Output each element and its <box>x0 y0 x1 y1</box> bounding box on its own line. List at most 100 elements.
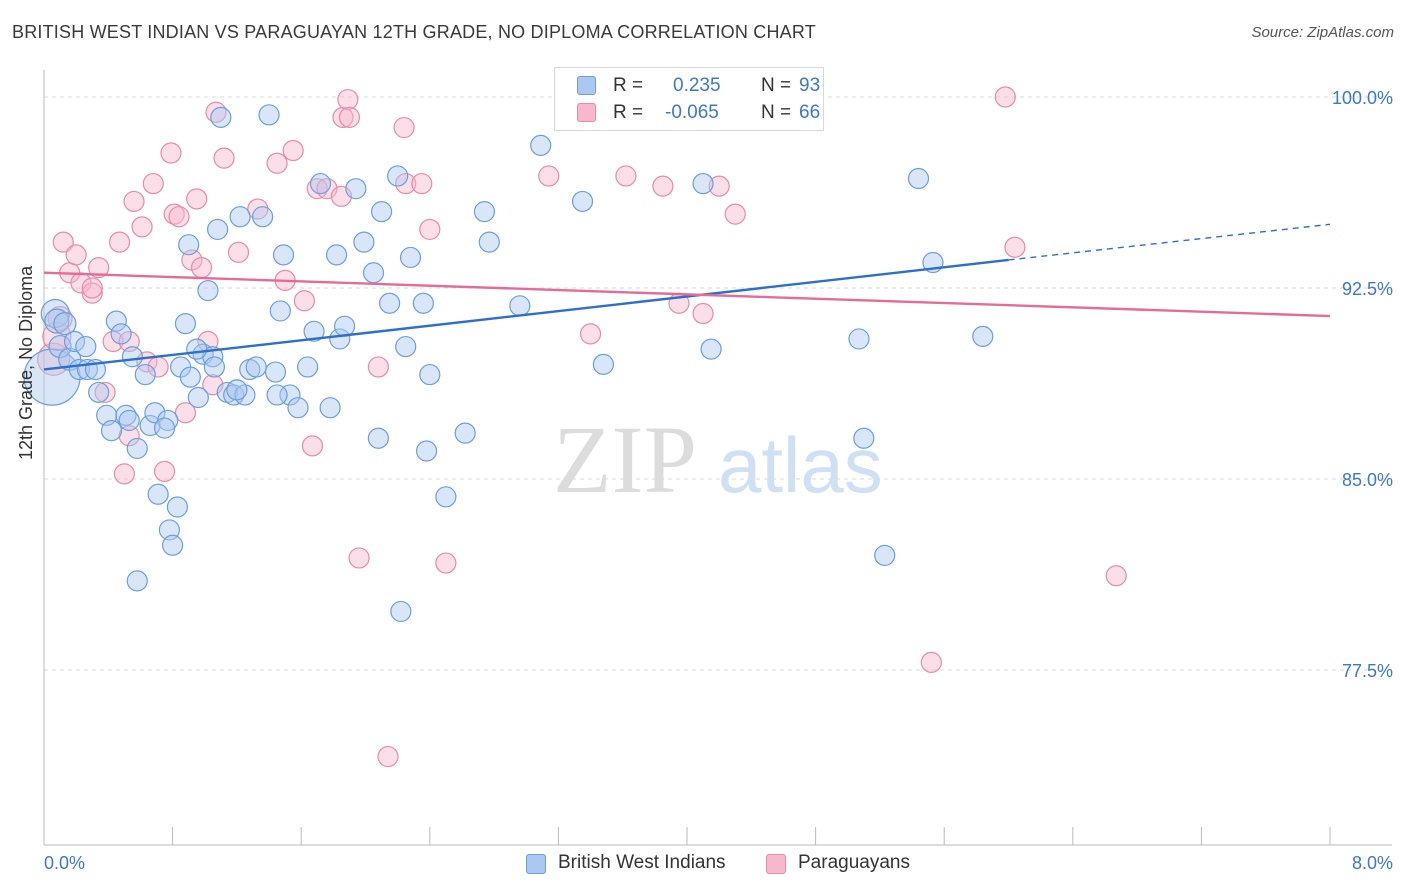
stats-n-value: 66 <box>799 102 821 123</box>
british-west-indians-point <box>229 206 251 228</box>
british-west-indians-point <box>153 417 176 439</box>
british-west-indians-point <box>395 335 417 358</box>
paraguayans-point <box>377 745 399 768</box>
british-west-indians-point <box>473 201 496 223</box>
paraguayans-point <box>88 257 110 279</box>
british-west-indians-point <box>700 338 722 360</box>
tick-labels: 77.5% 85.0% 92.5% 100.0% 0.0% 8.0% <box>44 88 1393 873</box>
british-west-indians-point <box>178 234 200 256</box>
paraguayans-point <box>153 460 176 482</box>
british-west-indians-point <box>88 381 110 404</box>
paraguayans-point <box>142 172 164 195</box>
paraguayans-point <box>332 106 354 128</box>
british-west-indians-point <box>972 325 994 347</box>
british-west-indians-point <box>399 246 422 269</box>
x-tick-label-min: 0.0% <box>44 853 85 873</box>
paraguayans-point <box>367 356 389 378</box>
british-west-indians-point <box>334 315 356 337</box>
british-west-indians-point <box>252 206 274 228</box>
paraguayans-point <box>338 106 361 128</box>
stats-box: R = 0.235 N = 93 R = -0.065 N = 66 <box>554 67 824 131</box>
paraguayans-point <box>395 172 417 195</box>
british-west-indians-point <box>907 167 930 190</box>
y-tick-label: 85.0% <box>1342 470 1393 490</box>
british-west-indians-point <box>367 427 389 449</box>
paraguayans-point <box>920 651 942 673</box>
british-west-indians-point <box>362 262 385 284</box>
stats-r-label: R = <box>613 75 644 96</box>
british-west-indians-point <box>134 363 156 386</box>
british-west-indians-point <box>353 231 375 253</box>
paraguayans-point <box>266 152 288 174</box>
british-west-indians-point <box>203 356 225 378</box>
british-west-indians-point <box>48 334 72 359</box>
british-west-indians-point <box>390 600 412 623</box>
paraguayans-point <box>52 231 74 253</box>
paraguayans-point <box>160 142 182 164</box>
legend-swatch-blue <box>526 854 546 874</box>
paraguayans-point <box>168 206 190 228</box>
british-west-indians-point <box>147 483 169 505</box>
paraguayans-trend-line <box>43 271 1331 318</box>
paraguayans-point <box>102 330 124 353</box>
british-west-indians-point <box>345 178 367 200</box>
british-west-indians-point <box>272 244 295 266</box>
british-west-indians-point <box>297 356 319 378</box>
british-west-indians-point <box>370 201 393 223</box>
british-west-indians-point <box>387 165 409 187</box>
british-west-indians-point <box>118 409 140 432</box>
british-west-indians-point <box>121 346 144 368</box>
british-west-indians-point <box>245 356 267 378</box>
paraguayans-point <box>293 290 316 312</box>
british-west-indians-trend-line <box>43 258 1009 371</box>
axes <box>43 70 1392 846</box>
paraguayans-point <box>652 175 674 197</box>
x-tick-label-max: 8.0% <box>1352 853 1393 873</box>
watermark: ZIP atlas <box>553 406 883 513</box>
paraguayans-point <box>419 218 441 241</box>
british-west-indians-point <box>162 534 184 556</box>
british-west-indians-point <box>186 338 208 360</box>
british-west-indians-point <box>415 440 438 462</box>
british-west-indians-point <box>279 384 301 406</box>
british-west-indians-point <box>105 310 127 332</box>
chart-title: BRITISH WEST INDIAN VS PARAGUAYAN 12TH G… <box>12 22 816 42</box>
stats-r-value: -0.065 <box>665 102 719 123</box>
british-west-indians-point <box>412 292 434 314</box>
paraguayans-point <box>1004 236 1026 258</box>
british-west-indians-point <box>329 328 351 350</box>
paraguayans-point <box>227 241 250 263</box>
british-west-indians-point <box>207 218 229 241</box>
british-west-indians-point <box>266 384 288 406</box>
british-west-indians-point <box>848 328 870 350</box>
british-west-indians-point <box>874 544 896 567</box>
british-west-indians-point <box>592 353 615 375</box>
british-west-indians-point <box>126 437 148 460</box>
watermark-atlas: atlas <box>718 421 883 509</box>
paraguayans-point <box>186 188 208 210</box>
british-west-indians-point <box>853 427 875 449</box>
y-tick-label: 77.5% <box>1342 661 1393 681</box>
paraguayans-point <box>131 216 153 238</box>
british-west-indians-point <box>100 420 123 442</box>
british-west-indians-point <box>287 397 309 419</box>
british-west-indians-point <box>435 486 457 508</box>
paraguayans-point <box>692 302 714 325</box>
watermark-zip: ZIP <box>553 406 697 513</box>
series-british-west-indians <box>23 104 994 623</box>
paraguayans-point <box>1105 565 1127 587</box>
british-west-indians-point <box>264 361 287 383</box>
british-west-indians-point <box>179 366 201 388</box>
legend-label: Paraguayans <box>798 852 910 873</box>
paraguayans-point <box>348 547 370 569</box>
british-west-indians-point <box>379 292 401 314</box>
paraguayans-point <box>994 86 1016 108</box>
paraguayans-point <box>282 139 304 162</box>
y-axis-label: 12th Grade, No Diploma <box>16 265 36 460</box>
british-west-indians-point <box>454 422 476 444</box>
british-west-indians-point <box>126 570 148 592</box>
british-west-indians-point <box>166 496 189 518</box>
paraguayans-point <box>393 116 415 139</box>
british-west-indians-point <box>303 320 325 342</box>
legend-swatch-pink <box>766 854 786 874</box>
